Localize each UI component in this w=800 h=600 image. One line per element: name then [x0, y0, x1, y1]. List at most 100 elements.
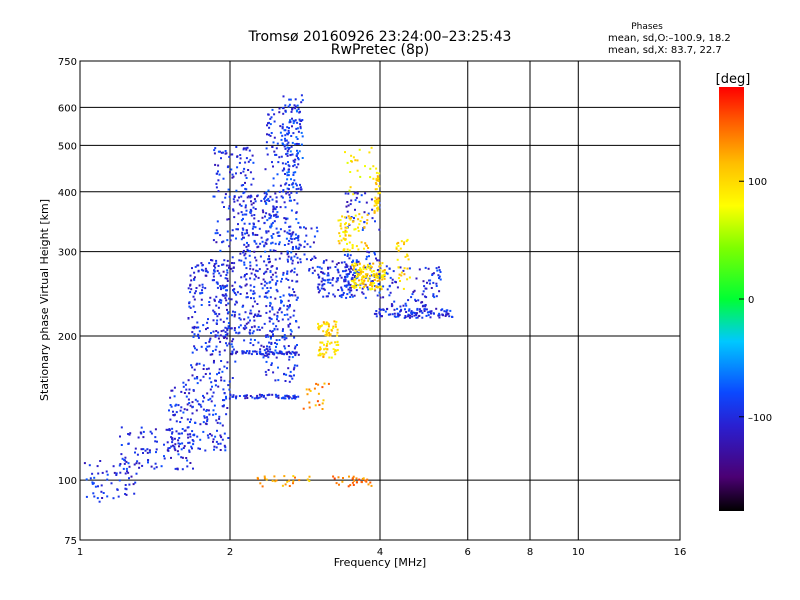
data-point	[379, 296, 382, 299]
data-point	[259, 314, 262, 317]
data-point	[234, 311, 237, 314]
data-point	[296, 364, 299, 367]
data-point	[214, 312, 217, 315]
data-point	[214, 413, 217, 416]
data-point	[189, 283, 192, 286]
data-point	[214, 348, 217, 351]
data-point	[217, 265, 220, 267]
data-point	[213, 270, 216, 273]
data-point	[287, 188, 290, 191]
data-point	[283, 334, 286, 337]
data-point	[369, 264, 372, 267]
data-point	[259, 255, 262, 258]
data-point	[223, 392, 226, 394]
data-point	[272, 141, 275, 144]
data-point	[254, 233, 257, 236]
data-point	[226, 329, 229, 332]
data-point	[288, 103, 291, 106]
data-point	[294, 354, 297, 357]
data-point	[215, 295, 218, 298]
data-point	[374, 220, 376, 223]
data-point	[270, 343, 273, 345]
data-point	[268, 217, 271, 220]
data-point	[231, 350, 234, 353]
data-point	[348, 257, 351, 260]
data-point	[125, 460, 128, 463]
data-point	[322, 356, 325, 358]
data-point	[379, 191, 381, 194]
data-point	[290, 375, 293, 378]
data-point	[211, 279, 214, 282]
data-point	[281, 169, 284, 172]
data-point	[199, 423, 202, 426]
data-point	[403, 243, 405, 246]
data-point	[327, 382, 330, 385]
data-point	[198, 284, 201, 287]
data-point	[336, 328, 339, 331]
data-point	[182, 447, 185, 449]
data-point	[270, 362, 273, 365]
data-point	[366, 274, 368, 277]
data-point	[281, 336, 284, 339]
data-point	[322, 321, 325, 324]
data-point	[306, 478, 309, 481]
data-point	[390, 305, 393, 308]
data-point	[210, 332, 212, 334]
data-point	[208, 345, 211, 348]
data-point	[349, 265, 352, 268]
data-point	[218, 350, 221, 353]
data-point	[250, 200, 252, 203]
data-point	[274, 342, 277, 344]
y-tick-label: 100	[58, 476, 77, 487]
data-point	[244, 174, 247, 177]
data-point	[209, 433, 212, 435]
data-point	[264, 196, 266, 199]
data-point	[377, 197, 380, 200]
data-point	[260, 199, 263, 202]
data-point	[96, 465, 99, 468]
data-point	[422, 290, 425, 293]
data-point	[364, 479, 367, 482]
data-point	[331, 260, 334, 263]
data-point	[374, 253, 376, 256]
x-tick-label: 10	[572, 547, 585, 558]
data-point	[342, 231, 345, 233]
data-point	[92, 492, 95, 495]
data-point	[243, 318, 246, 321]
data-point	[230, 327, 233, 330]
data-point	[224, 293, 227, 296]
data-point	[342, 249, 345, 252]
data-point	[364, 273, 367, 276]
data-point	[375, 183, 378, 186]
data-point	[411, 315, 414, 318]
y-tick-label: 500	[58, 141, 77, 152]
data-point	[297, 158, 300, 161]
data-point	[239, 324, 242, 327]
data-point	[219, 298, 222, 301]
data-point	[179, 442, 181, 445]
data-point	[204, 373, 207, 375]
data-point	[327, 323, 330, 326]
data-point	[284, 380, 287, 382]
data-point	[332, 325, 335, 328]
data-point	[270, 235, 273, 237]
data-point	[416, 316, 419, 319]
data-point	[318, 348, 321, 351]
data-point	[376, 209, 379, 212]
data-point	[218, 173, 221, 176]
data-point	[124, 456, 127, 459]
data-point	[288, 374, 291, 377]
data-point	[240, 238, 243, 241]
data-point	[361, 291, 364, 294]
data-point	[291, 356, 294, 359]
data-point	[402, 269, 405, 272]
data-point	[356, 159, 359, 162]
data-point	[330, 329, 333, 332]
data-point	[339, 222, 342, 225]
data-point	[146, 451, 149, 454]
data-point	[245, 278, 248, 281]
data-point	[299, 258, 302, 261]
data-point	[297, 395, 300, 398]
data-point	[424, 304, 427, 306]
